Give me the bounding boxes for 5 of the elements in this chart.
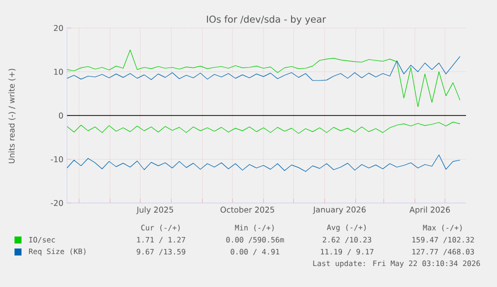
line-series — [67, 56, 460, 81]
line-series — [67, 50, 460, 108]
line-series — [67, 154, 460, 172]
chart-title: IOs for /dev/sda - by year — [206, 15, 326, 25]
line-series — [67, 122, 460, 134]
